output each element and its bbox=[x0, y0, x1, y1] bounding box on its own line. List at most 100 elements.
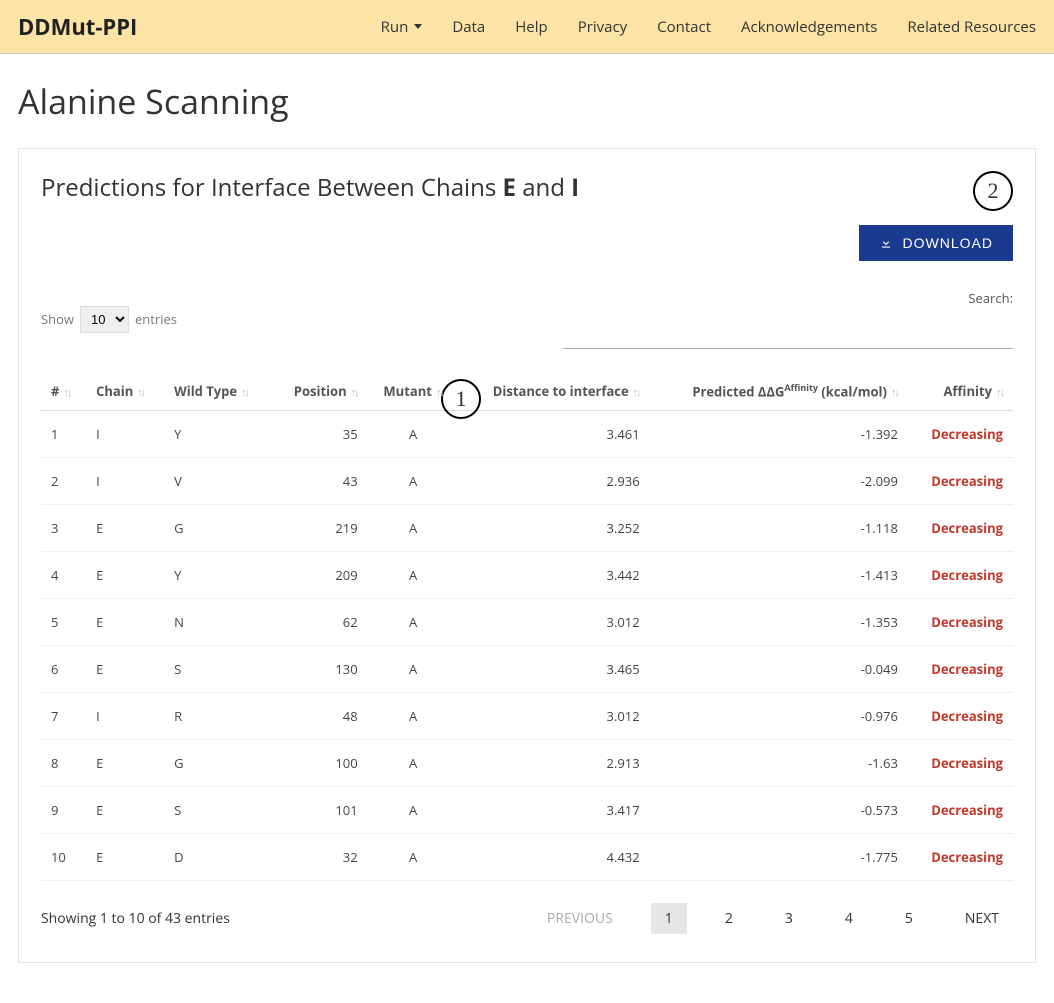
cell-ddg: -1.353 bbox=[650, 599, 908, 646]
cell-mutant: A bbox=[368, 693, 459, 740]
col-ddg[interactable]: Predicted ΔΔGAffinity (kcal/mol)↑↓ bbox=[650, 371, 908, 411]
cell-chain: I bbox=[86, 411, 164, 458]
cell-mutant: A bbox=[368, 834, 459, 881]
cell-ddg: -1.413 bbox=[650, 552, 908, 599]
table-head: #↑↓ Chain↑↓ Wild Type↑↓ Position↑↓ Mutan… bbox=[41, 371, 1013, 411]
length-control: Show 10 entries bbox=[41, 306, 177, 333]
header-right: 2 DOWNLOAD bbox=[859, 171, 1013, 261]
cell-position: 32 bbox=[272, 834, 368, 881]
page-5[interactable]: 5 bbox=[891, 903, 927, 934]
col-distance-label: Distance to interface bbox=[493, 382, 629, 400]
nav-ack[interactable]: Acknowledgements bbox=[741, 17, 877, 37]
col-wild[interactable]: Wild Type ↑↓ bbox=[164, 371, 272, 411]
cell-distance: 3.252 bbox=[459, 505, 650, 552]
pagination: PREVIOUS 12345 NEXT bbox=[533, 903, 1013, 934]
cell-distance: 3.461 bbox=[459, 411, 650, 458]
col-affinity[interactable]: Affinity↑↓ bbox=[908, 371, 1013, 411]
page-title: Alanine Scanning bbox=[18, 78, 1036, 124]
cell-affinity: Decreasing bbox=[908, 552, 1013, 599]
cell-wild: V bbox=[164, 458, 272, 505]
card-header: Predictions for Interface Between Chains… bbox=[41, 171, 1013, 261]
cell-position: 35 bbox=[272, 411, 368, 458]
cell-affinity: Decreasing bbox=[908, 834, 1013, 881]
cell-distance: 3.012 bbox=[459, 693, 650, 740]
table-row: 7IR48A3.012-0.976Decreasing bbox=[41, 693, 1013, 740]
nav-run-label: Run bbox=[381, 17, 409, 37]
cell-mutant: A bbox=[368, 646, 459, 693]
cell-wild: D bbox=[164, 834, 272, 881]
annotation-badge-2: 2 bbox=[973, 171, 1013, 211]
cell-mutant: A bbox=[368, 552, 459, 599]
search-block: Search: bbox=[563, 289, 1013, 349]
cell-idx: 6 bbox=[41, 646, 86, 693]
cell-affinity: Decreasing bbox=[908, 458, 1013, 505]
table-row: 10ED32A4.432-1.775Decreasing bbox=[41, 834, 1013, 881]
entries-select[interactable]: 10 bbox=[80, 306, 129, 333]
nav-data[interactable]: Data bbox=[452, 17, 485, 37]
table-row: 9ES101A3.417-0.573Decreasing bbox=[41, 787, 1013, 834]
show-label: Show bbox=[41, 310, 74, 328]
cell-affinity: Decreasing bbox=[908, 599, 1013, 646]
nav-run[interactable]: Run bbox=[381, 17, 423, 37]
col-position[interactable]: Position↑↓ bbox=[272, 371, 368, 411]
entries-label: entries bbox=[135, 310, 177, 328]
sort-icon: ↑↓ bbox=[996, 385, 1003, 400]
page-2[interactable]: 2 bbox=[711, 903, 747, 934]
search-input[interactable] bbox=[563, 325, 1013, 349]
nav-contact[interactable]: Contact bbox=[657, 17, 711, 37]
table-row: 2IV43A2.936-2.099Decreasing bbox=[41, 458, 1013, 505]
cell-ddg: -0.573 bbox=[650, 787, 908, 834]
cell-idx: 7 bbox=[41, 693, 86, 740]
brand-title[interactable]: DDMut-PPI bbox=[18, 12, 137, 42]
cell-wild: Y bbox=[164, 552, 272, 599]
cell-wild: R bbox=[164, 693, 272, 740]
cell-idx: 1 bbox=[41, 411, 86, 458]
cell-position: 100 bbox=[272, 740, 368, 787]
chain-and: and bbox=[516, 171, 571, 204]
cell-affinity: Decreasing bbox=[908, 411, 1013, 458]
cell-wild: S bbox=[164, 646, 272, 693]
col-mutant-label: Mutant bbox=[383, 382, 431, 400]
nav-privacy[interactable]: Privacy bbox=[578, 17, 627, 37]
cell-idx: 2 bbox=[41, 458, 86, 505]
page-numbers: 12345 bbox=[651, 903, 927, 934]
col-wild-label: Wild Type bbox=[174, 382, 237, 400]
cell-distance: 2.913 bbox=[459, 740, 650, 787]
chain-a: E bbox=[503, 171, 516, 204]
col-ddg-post: (kcal/mol) bbox=[818, 382, 887, 400]
cell-chain: I bbox=[86, 693, 164, 740]
cell-ddg: -0.976 bbox=[650, 693, 908, 740]
cell-position: 219 bbox=[272, 505, 368, 552]
download-button[interactable]: DOWNLOAD bbox=[859, 225, 1013, 261]
chevron-down-icon bbox=[414, 24, 422, 29]
col-distance[interactable]: Distance to interface ↑↓ bbox=[459, 371, 650, 411]
cell-chain: E bbox=[86, 787, 164, 834]
col-idx[interactable]: #↑↓ bbox=[41, 371, 86, 411]
table-controls: Show 10 entries 1 Search: bbox=[41, 289, 1013, 349]
cell-chain: E bbox=[86, 505, 164, 552]
table-info: Showing 1 to 10 of 43 entries bbox=[41, 909, 230, 928]
prev-button[interactable]: PREVIOUS bbox=[533, 903, 627, 934]
col-ddg-pre: Predicted ΔΔG bbox=[692, 382, 784, 400]
sort-icon: ↑↓ bbox=[241, 385, 248, 400]
cell-ddg: -2.099 bbox=[650, 458, 908, 505]
col-position-label: Position bbox=[294, 382, 347, 400]
page-4[interactable]: 4 bbox=[831, 903, 867, 934]
table-row: 6ES130A3.465-0.049Decreasing bbox=[41, 646, 1013, 693]
cell-ddg: -0.049 bbox=[650, 646, 908, 693]
col-idx-label: # bbox=[51, 382, 59, 400]
col-chain[interactable]: Chain↑↓ bbox=[86, 371, 164, 411]
download-label: DOWNLOAD bbox=[903, 235, 993, 251]
nav-help[interactable]: Help bbox=[515, 17, 547, 37]
table-row: 4EY209A3.442-1.413Decreasing bbox=[41, 552, 1013, 599]
results-table: #↑↓ Chain↑↓ Wild Type↑↓ Position↑↓ Mutan… bbox=[41, 371, 1013, 881]
navbar: DDMut-PPI Run Data Help Privacy Contact … bbox=[0, 0, 1054, 54]
cell-chain: E bbox=[86, 552, 164, 599]
cell-wild: N bbox=[164, 599, 272, 646]
col-mutant[interactable]: Mutant↑↓ bbox=[368, 371, 459, 411]
page-1[interactable]: 1 bbox=[651, 903, 687, 934]
sort-icon: ↑↓ bbox=[633, 385, 640, 400]
page-3[interactable]: 3 bbox=[771, 903, 807, 934]
nav-related[interactable]: Related Resources bbox=[907, 17, 1036, 37]
next-button[interactable]: NEXT bbox=[951, 903, 1013, 934]
